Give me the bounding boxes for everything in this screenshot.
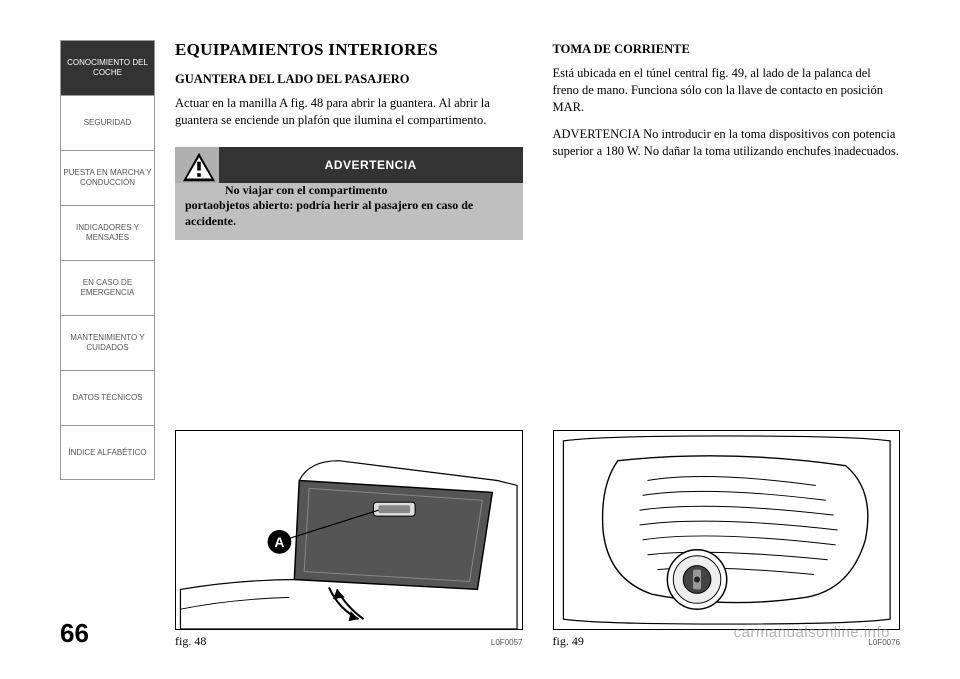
paragraph-toma-1: Está ubicada en el túnel central fig. 49…	[553, 65, 901, 116]
figure-48-label: fig. 48	[175, 634, 206, 649]
figure-48: A fig. 48 L0F0057	[175, 430, 523, 649]
warning-text-rest: portaobjetos abierto: podría herir al pa…	[185, 198, 473, 228]
figure-48-image: A	[175, 430, 523, 630]
sidebar-nav: CONOCIMIENTO DEL COCHE SEGURIDAD PUESTA …	[60, 40, 155, 480]
content-columns: EQUIPAMIENTOS INTERIORES GUANTERA DEL LA…	[175, 40, 900, 240]
figure-48-caption: fig. 48 L0F0057	[175, 634, 523, 649]
figure-49-label: fig. 49	[553, 634, 584, 649]
sidebar-item-conocimiento[interactable]: CONOCIMIENTO DEL COCHE	[60, 40, 155, 95]
sidebar-item-emergencia[interactable]: EN CASO DE EMERGENCIA	[60, 260, 155, 315]
manual-page: CONOCIMIENTO DEL COCHE SEGURIDAD PUESTA …	[0, 0, 960, 679]
sidebar-item-seguridad[interactable]: SEGURIDAD	[60, 95, 155, 150]
watermark: carmanualsonline.info	[734, 624, 890, 641]
warning-box: ADVERTENCIA No viajar con el compartimen…	[175, 147, 523, 240]
column-right: TOMA DE CORRIENTE Está ubicada en el tún…	[553, 40, 901, 240]
section-title: EQUIPAMIENTOS INTERIORES	[175, 40, 523, 60]
sidebar-item-datos[interactable]: DATOS TÉCNICOS	[60, 370, 155, 425]
figure-48-code: L0F0057	[491, 638, 523, 647]
warning-label: ADVERTENCIA	[219, 147, 523, 183]
page-number: 66	[60, 618, 89, 649]
figure-49: fig. 49 L0F0076	[553, 430, 901, 649]
paragraph-toma-2: ADVERTENCIA No introducir en la toma dis…	[553, 126, 901, 160]
subsection-title-toma: TOMA DE CORRIENTE	[553, 42, 901, 57]
sidebar-item-indice[interactable]: ÍNDICE ALFABÉTICO	[60, 425, 155, 480]
warning-text: No viajar con el compartimento portaobje…	[175, 183, 523, 230]
warning-header: ADVERTENCIA	[175, 147, 523, 183]
subsection-title-guantera: GUANTERA DEL LADO DEL PASAJERO	[175, 72, 523, 87]
warning-text-line1: No viajar con el compartimento	[185, 183, 513, 199]
figure-48-marker-a: A	[274, 534, 284, 550]
sidebar-item-indicadores[interactable]: INDICADORES Y MENSAJES	[60, 205, 155, 260]
column-left: EQUIPAMIENTOS INTERIORES GUANTERA DEL LA…	[175, 40, 523, 240]
warning-icon-cell	[175, 147, 219, 183]
warning-triangle-icon	[181, 151, 217, 183]
sidebar-item-mantenimiento[interactable]: MANTENIMIENTO Y CUIDADOS	[60, 315, 155, 370]
sidebar-item-puesta[interactable]: PUESTA EN MARCHA Y CONDUCCIÓN	[60, 150, 155, 205]
figures-row: A fig. 48 L0F0057	[175, 430, 900, 649]
figure-49-image	[553, 430, 901, 630]
paragraph-guantera: Actuar en la manilla A fig. 48 para abri…	[175, 95, 523, 129]
